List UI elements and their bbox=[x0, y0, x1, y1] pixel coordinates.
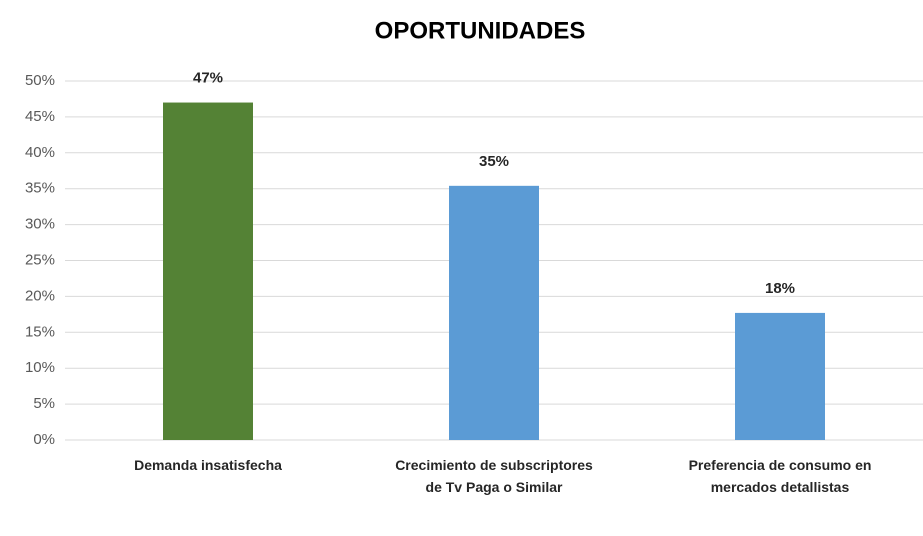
y-tick-label: 15% bbox=[25, 323, 55, 340]
data-label: 47% bbox=[193, 70, 223, 87]
bar bbox=[163, 102, 253, 440]
y-tick-label: 35% bbox=[25, 180, 55, 197]
data-label: 35% bbox=[479, 153, 509, 170]
chart-title: OPORTUNIDADES bbox=[375, 17, 586, 44]
data-label: 18% bbox=[765, 280, 795, 297]
bar bbox=[735, 312, 825, 440]
y-tick-label: 10% bbox=[25, 359, 55, 376]
y-tick-label: 40% bbox=[25, 144, 55, 161]
y-tick-label: 45% bbox=[25, 108, 55, 125]
y-tick-label: 5% bbox=[33, 395, 55, 412]
y-tick-label: 30% bbox=[25, 216, 55, 233]
x-tick-label: Demanda insatisfecha bbox=[134, 457, 282, 473]
bar bbox=[449, 185, 539, 440]
y-tick-label: 20% bbox=[25, 287, 55, 304]
y-tick-label: 0% bbox=[33, 431, 55, 448]
y-tick-label: 50% bbox=[25, 72, 55, 89]
y-tick-label: 25% bbox=[25, 251, 55, 268]
x-tick-label: Crecimiento de subscriptores de Tv Paga … bbox=[395, 457, 593, 495]
x-tick-label: Preferencia de consumo en mercados detal… bbox=[688, 457, 872, 495]
